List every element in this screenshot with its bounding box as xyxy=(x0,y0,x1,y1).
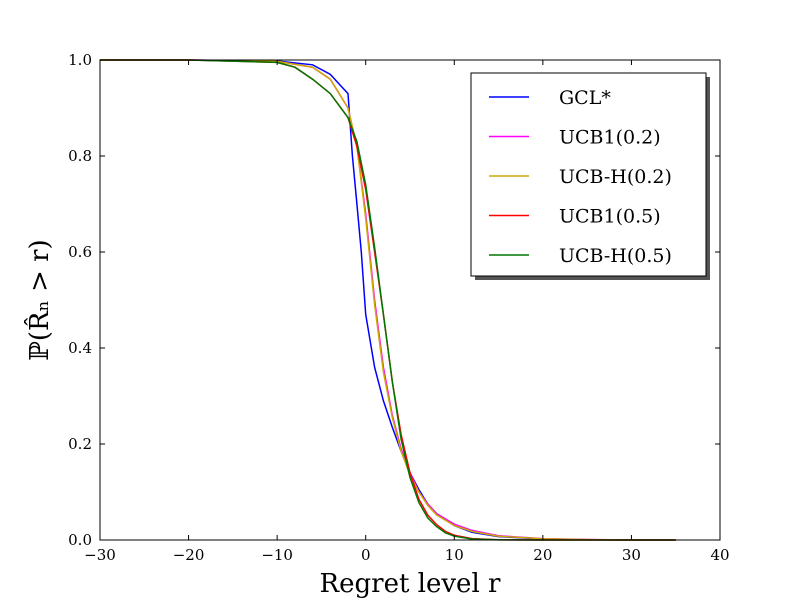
series-layer xyxy=(100,59,676,541)
series-line-2 xyxy=(100,59,676,541)
legend-label-1: UCB1(0.2) xyxy=(559,127,661,149)
legend-label-2: UCB-H(0.2) xyxy=(559,166,672,188)
x-axis-label: Regret level r xyxy=(320,569,501,599)
x-tick-label: 0 xyxy=(361,546,371,564)
legend-label-4: UCB-H(0.5) xyxy=(559,245,672,267)
ticks-layer: −30 −20 −10 0 10 20 30 40 0.0 0.2 0.4 0.6 0.8 1.0 xyxy=(68,51,729,564)
legend-label-3: UCB1(0.5) xyxy=(559,206,661,228)
x-tick-label: −20 xyxy=(173,546,205,564)
y-tick-label: 0.0 xyxy=(68,531,92,549)
x-tick-label: 20 xyxy=(533,546,552,564)
x-tick-label: −30 xyxy=(84,546,116,564)
legend-box xyxy=(470,72,707,277)
y-tick-label: 0.8 xyxy=(68,147,92,165)
plot-frame xyxy=(99,59,721,541)
y-tick-label: 0.2 xyxy=(68,435,92,453)
x-tick-label: 40 xyxy=(710,546,729,564)
x-tick-label: −10 xyxy=(261,546,293,564)
legend-label-0: GCL* xyxy=(559,87,611,109)
x-tick-label: 10 xyxy=(445,546,464,564)
y-tick-label: 0.4 xyxy=(68,339,92,357)
x-tick-label: 30 xyxy=(622,546,641,564)
y-tick-label: 1.0 xyxy=(68,51,92,69)
legend: GCL* UCB1(0.2) UCB-H(0.2) UCB1(0.5) UCB-H(0.… xyxy=(470,72,710,280)
y-axis-label: ℙ(R̂ₙ > r) xyxy=(24,239,55,360)
y-tick-label: 0.6 xyxy=(68,243,92,261)
